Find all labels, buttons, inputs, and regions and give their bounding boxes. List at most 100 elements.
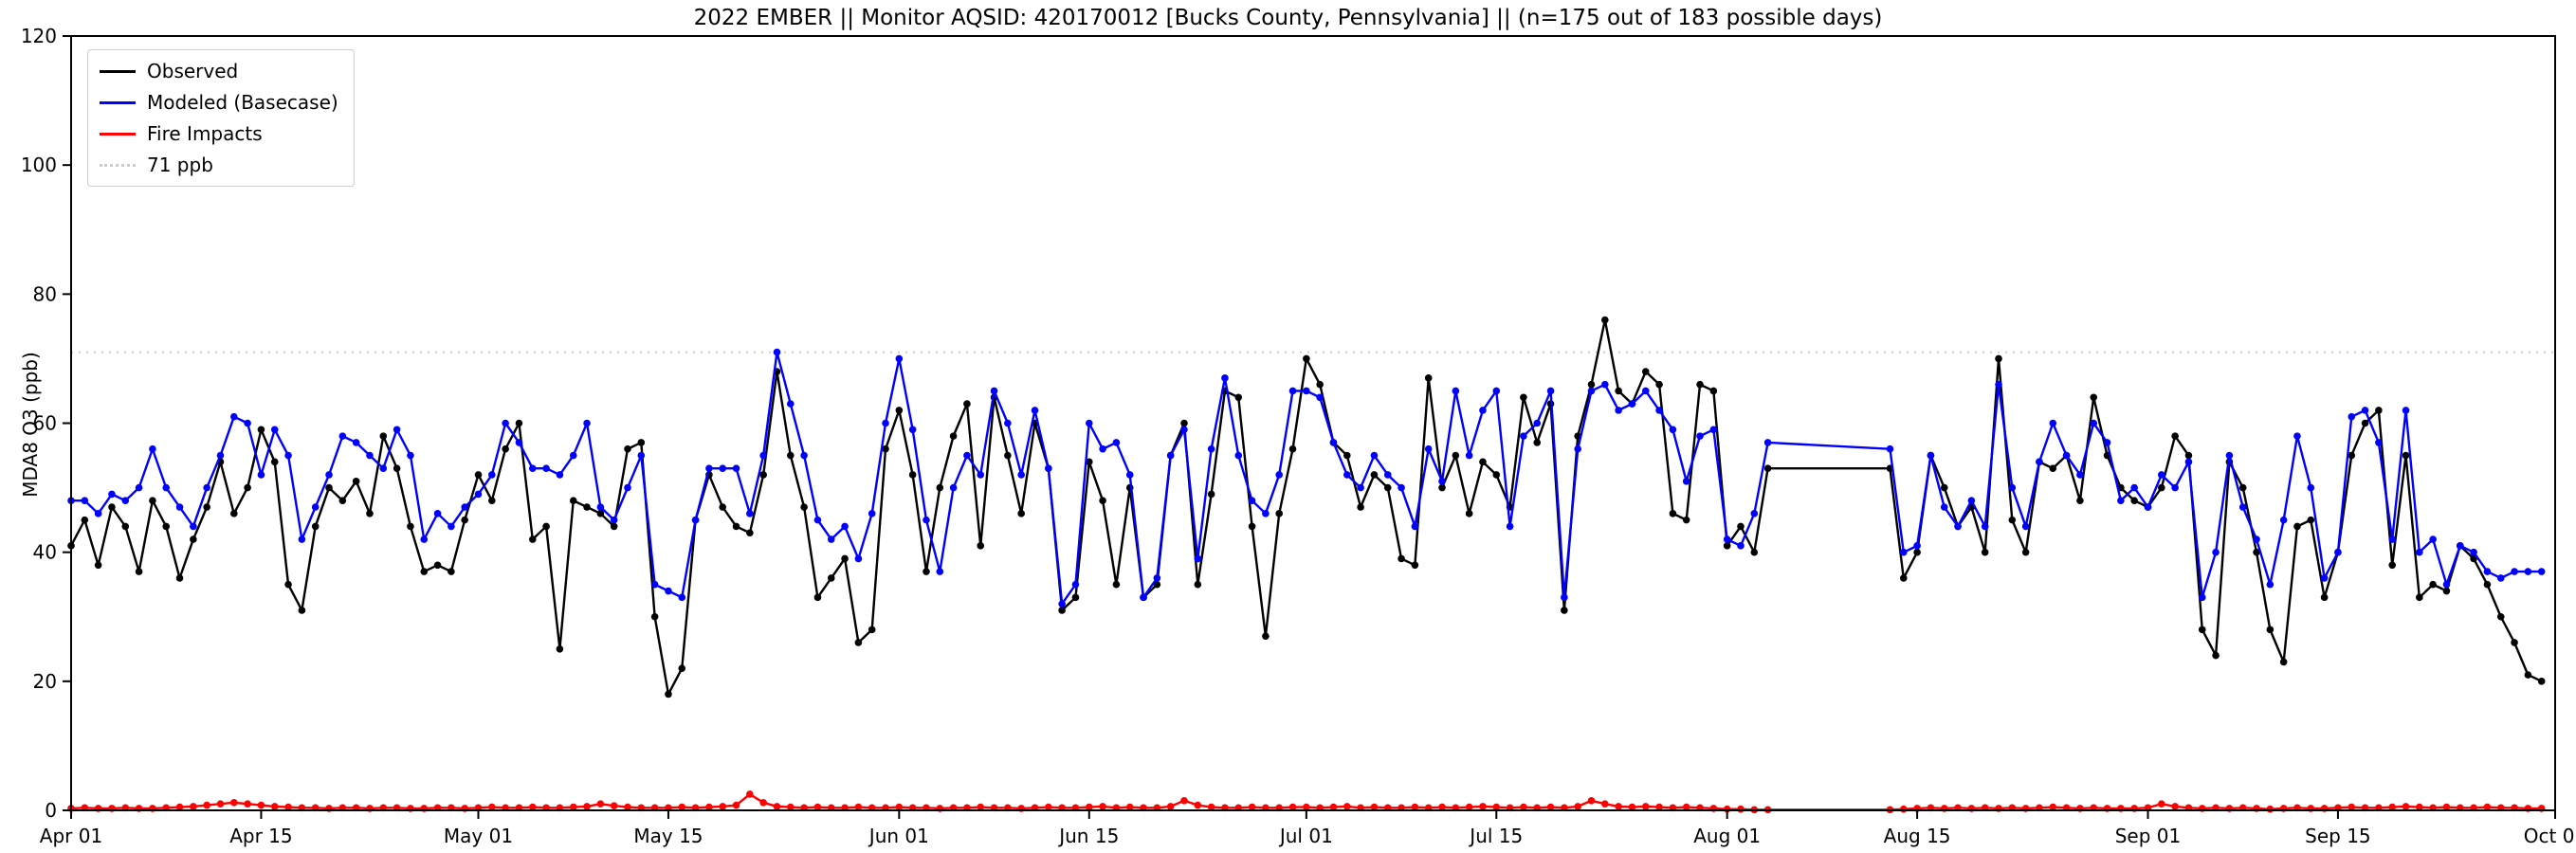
series-observed-marker (1641, 368, 1650, 375)
x-tick-label: Sep 15 (2305, 825, 2371, 847)
series-fire-impacts-marker (895, 803, 904, 811)
series-modeled-basecase-marker (882, 419, 889, 427)
series-observed-marker (1492, 471, 1501, 479)
series-modeled-basecase-marker (1995, 380, 2002, 389)
observed-line-swatch (100, 69, 136, 73)
x-tick-label: Aug 01 (1693, 825, 1761, 847)
series-observed-marker (2442, 587, 2451, 595)
series-fire-impacts-marker (230, 799, 238, 807)
series-modeled-basecase-marker (1492, 387, 1501, 395)
series-observed-marker (2293, 522, 2301, 531)
series-modeled-basecase-marker (2049, 419, 2057, 427)
series-fire-impacts-marker (1303, 803, 1310, 811)
series-fire-impacts-marker (1288, 803, 1297, 811)
series-modeled-basecase-marker (2429, 535, 2437, 543)
series-modeled-basecase-marker (2212, 548, 2220, 556)
series-modeled-basecase-marker (1316, 393, 1324, 402)
series-modeled-basecase-marker (1967, 497, 1976, 504)
series-modeled-basecase-marker (759, 451, 767, 460)
series-modeled-basecase-marker (2416, 548, 2423, 556)
series-modeled-basecase-marker (2266, 580, 2275, 589)
series-modeled-basecase-marker (2238, 503, 2247, 511)
series-fire-impacts-marker (678, 803, 686, 811)
series-observed-marker (1398, 554, 1405, 563)
series-fire-impacts-marker (1655, 803, 1663, 811)
series-fire-impacts-marker (1125, 803, 1134, 811)
series-fire-impacts-marker (1546, 803, 1555, 811)
series-observed-marker (759, 471, 767, 479)
series-observed-marker (1655, 380, 1663, 389)
series-modeled-basecase-marker (2036, 458, 2043, 466)
series-modeled-basecase-marker (637, 451, 646, 460)
series-fire-impacts-marker (2266, 805, 2275, 813)
series-observed-marker (1194, 580, 1202, 589)
series-modeled-basecase-marker (1561, 593, 1568, 602)
series-modeled-basecase-marker (366, 451, 374, 460)
series-modeled-basecase-marker (1574, 445, 1581, 453)
series-modeled-basecase-marker (2158, 471, 2165, 479)
series-fire-impacts-marker (1438, 803, 1446, 811)
legend-label-observed: Observed (147, 60, 239, 82)
series-modeled-basecase-marker (841, 522, 849, 531)
series-modeled-basecase-marker (1058, 600, 1066, 608)
series-modeled-basecase-marker (1927, 451, 1935, 460)
series-fire-impacts-marker (1411, 803, 1419, 811)
series-modeled-basecase-marker (1071, 580, 1080, 589)
series-modeled-basecase-marker (1031, 407, 1039, 414)
series-modeled-basecase-marker (732, 464, 740, 472)
series-modeled-basecase-marker (1628, 400, 1636, 408)
series-modeled-basecase-marker (2144, 503, 2152, 511)
series-modeled-basecase-marker (1913, 542, 1921, 550)
series-observed-marker (1940, 483, 1948, 492)
series-modeled-basecase-marker (2361, 407, 2369, 414)
series-modeled-basecase-marker (1506, 522, 1514, 531)
series-observed-marker (610, 522, 618, 531)
series-observed-marker (1180, 419, 1188, 427)
series-modeled-basecase-marker (1587, 387, 1596, 395)
series-observed-marker (1995, 354, 2002, 363)
series-observed-marker (2171, 432, 2179, 440)
series-observed-marker (542, 522, 550, 531)
series-observed-marker (583, 503, 591, 511)
series-modeled-basecase-marker (813, 516, 822, 524)
x-axis-ticks: Apr 01 Apr 15 May 01 May 15 Jun 01 Jun 15 Jul … (40, 810, 2576, 847)
series-modeled-basecase-marker (1180, 426, 1188, 434)
series-observed-marker (2090, 393, 2098, 402)
series-modeled-basecase-marker (433, 510, 442, 517)
series-modeled-basecase-marker (190, 522, 197, 531)
series-observed-marker (2266, 626, 2275, 634)
series-modeled-basecase-marker (1479, 407, 1487, 414)
series-fire-impacts-marker (1180, 796, 1188, 805)
series-modeled-basecase-marker (515, 439, 523, 446)
series-observed-marker (624, 445, 631, 453)
series-modeled-basecase-marker (2184, 458, 2193, 466)
series-modeled-basecase-marker (569, 451, 577, 460)
series-modeled-basecase-marker (705, 464, 713, 472)
legend-label-fire: Fire Impacts (147, 122, 263, 145)
series-fire-impacts-marker (2171, 803, 2179, 810)
series-modeled-basecase-marker (556, 471, 564, 479)
series-modeled-basecase-marker (1112, 439, 1121, 446)
series-modeled-basecase-marker (1383, 471, 1392, 479)
series-fire-impacts-marker (1899, 805, 1908, 813)
series-observed-marker (732, 522, 740, 531)
series-observed-marker (1370, 471, 1379, 479)
series-modeled-basecase-marker (2293, 432, 2301, 440)
x-tick-label: Aug 15 (1884, 825, 1951, 847)
series-modeled-basecase-marker (949, 483, 958, 492)
series-observed-marker (515, 419, 523, 427)
series-observed-marker (678, 664, 686, 673)
series-fire-impacts-marker (1465, 803, 1473, 811)
series-modeled-basecase-marker (1709, 426, 1718, 434)
series-observed-marker (1058, 607, 1066, 614)
series-modeled-basecase-marker (2307, 483, 2315, 492)
series-modeled-basecase-marker (1234, 451, 1243, 460)
series-fire-impacts-marker (1601, 800, 1609, 808)
series-fire-impacts-marker (1479, 803, 1487, 810)
series-observed-marker (719, 503, 727, 511)
series-fire-impacts-marker (732, 801, 740, 809)
series-modeled-basecase-marker (1940, 503, 1948, 511)
y-tick-label: 80 (33, 282, 57, 305)
series-observed-marker (2212, 651, 2220, 660)
